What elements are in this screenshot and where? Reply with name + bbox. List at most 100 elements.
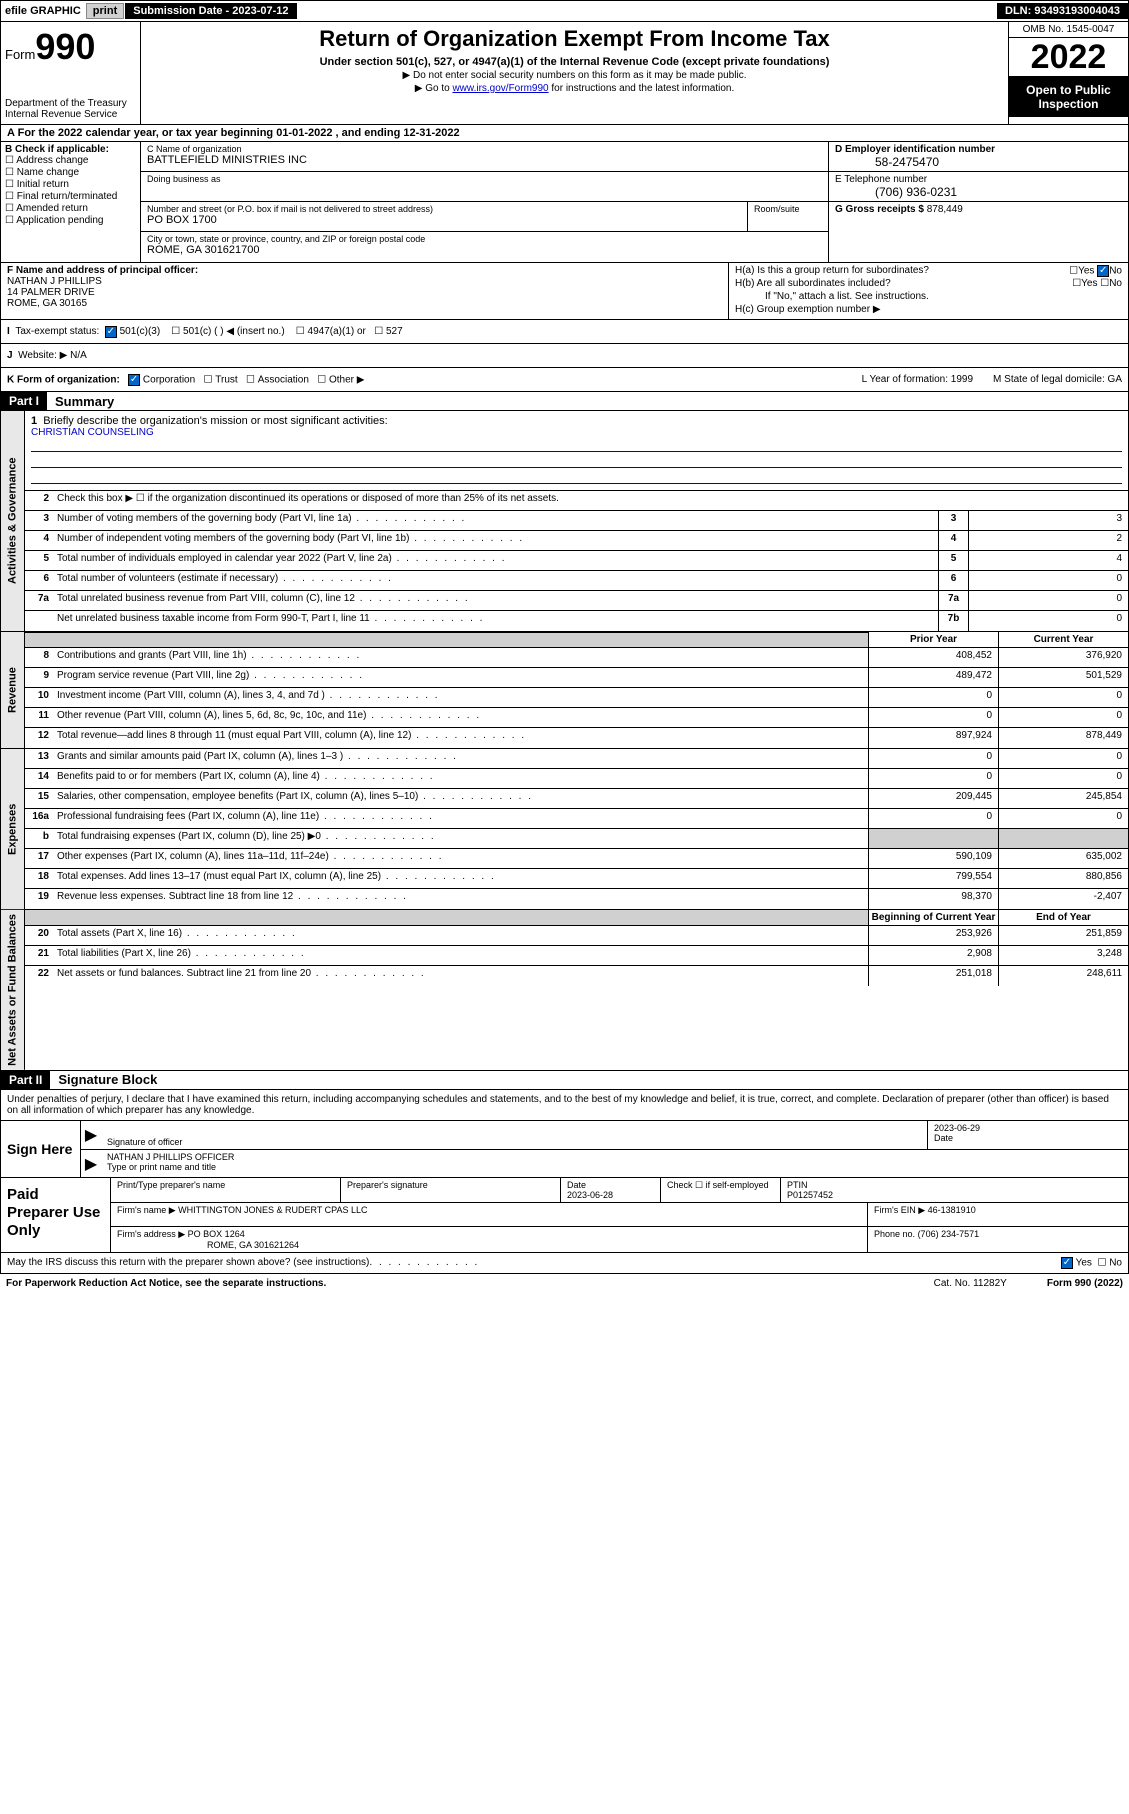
table-row: 18Total expenses. Add lines 13–17 (must … [25,869,1128,889]
chk-501c3[interactable] [105,326,117,338]
row-i: I Tax-exempt status: 501(c)(3) ☐ 501(c) … [0,320,1129,344]
efile-label: efile GRAPHIC [1,5,85,17]
chk-app-pending[interactable]: ☐ Application pending [5,215,136,226]
sign-block: Sign Here ▶ Signature of officer 2023-06… [0,1121,1129,1178]
irs-label: Internal Revenue Service [5,109,136,120]
city-value: ROME, GA 301621700 [147,244,822,256]
chk-initial-return[interactable]: ☐ Initial return [5,179,136,190]
block-b-c-d-e: B Check if applicable: ☐ Address change … [0,142,1129,263]
gross-value: 878,449 [927,204,963,215]
part1-header-row: Part I Summary [0,392,1129,411]
form-org-label: K Form of organization: [7,374,120,385]
form-prefix: Form [5,47,35,62]
tab-expenses: Expenses [1,749,25,909]
print-button[interactable]: print [86,3,124,19]
firm-phone-value: (706) 234-7571 [918,1229,980,1239]
ssn-note: ▶ Do not enter social security numbers o… [149,70,1000,81]
sig-name-value: NATHAN J PHILLIPS OFFICER [107,1152,1122,1162]
col-b-checkboxes: B Check if applicable: ☐ Address change … [1,142,141,262]
omb-number: OMB No. 1545-0047 [1009,22,1128,38]
prep-date-label: Date [567,1180,654,1190]
section-governance: Activities & Governance 1 Briefly descri… [0,411,1129,632]
table-row: 19Revenue less expenses. Subtract line 1… [25,889,1128,909]
tax-status-label: Tax-exempt status: [15,326,99,337]
dba-label: Doing business as [147,174,822,184]
dln-label: DLN: 93493193004043 [997,3,1128,19]
goto-pre: ▶ Go to [415,83,453,94]
table-row: 17Other expenses (Part IX, column (A), l… [25,849,1128,869]
ptin-label: PTIN [787,1180,1122,1190]
line1-label: Briefly describe the organization's miss… [43,415,387,427]
officer-name: NATHAN J PHILLIPS [7,276,722,287]
arrow-icon: ▶ [81,1121,101,1149]
preparer-block: Paid Preparer Use Only Print/Type prepar… [0,1178,1129,1253]
officer-addr2: ROME, GA 30165 [7,298,722,309]
officer-addr1: 14 PALMER DRIVE [7,287,722,298]
line2-label: Check this box ▶ ☐ if the organization d… [53,491,1128,510]
addr-value: PO BOX 1700 [147,214,741,226]
officer-label: F Name and address of principal officer: [7,265,722,276]
org-name-label: C Name of organization [147,144,822,154]
rev-col-headers: Prior Year Current Year [25,632,1128,648]
part2-header-row: Part II Signature Block [0,1071,1129,1090]
discuss-text: May the IRS discuss this return with the… [7,1257,369,1268]
part2-title: Signature Block [50,1072,157,1087]
period-text: For the 2022 calendar year, or tax year … [18,127,460,139]
col-b-label: B Check if applicable: [5,144,136,155]
hdr-prior: Prior Year [868,632,998,647]
table-row: 8Contributions and grants (Part VIII, li… [25,648,1128,668]
irs-link[interactable]: www.irs.gov/Form990 [452,83,548,94]
hdr-end: End of Year [998,910,1128,925]
room-label: Room/suite [748,202,828,231]
sig-officer-label: Signature of officer [107,1137,921,1147]
hb-label: H(b) Are all subordinates included? [735,278,891,289]
table-row: 7aTotal unrelated business revenue from … [25,591,1128,611]
chk-corp[interactable] [128,374,140,386]
hdr-begin: Beginning of Current Year [868,910,998,925]
table-row: 10Investment income (Part VIII, column (… [25,688,1128,708]
table-row: 16aProfessional fundraising fees (Part I… [25,809,1128,829]
prep-date-value: 2023-06-28 [567,1190,654,1200]
goto-note: ▶ Go to www.irs.gov/Form990 for instruct… [149,83,1000,94]
prep-selfemp-label: Check ☐ if self-employed [661,1178,781,1202]
table-row: 15Salaries, other compensation, employee… [25,789,1128,809]
chk-amended[interactable]: ☐ Amended return [5,203,136,214]
discuss-yes-checkbox[interactable] [1061,1257,1073,1269]
tab-net-assets: Net Assets or Fund Balances [1,910,25,1070]
row-a-period: A For the 2022 calendar year, or tax yea… [0,125,1129,142]
ein-label: D Employer identification number [835,144,1122,155]
addr-label: Number and street (or P.O. box if mail i… [147,204,741,214]
tab-revenue: Revenue [1,632,25,748]
chk-address-change[interactable]: ☐ Address change [5,155,136,166]
header-left: Form990 Department of the Treasury Inter… [1,22,141,124]
table-row: Net unrelated business taxable income fr… [25,611,1128,631]
footer-mid: Cat. No. 11282Y [934,1278,1007,1289]
gross-label: G Gross receipts $ [835,204,924,215]
form-subtitle: Under section 501(c), 527, or 4947(a)(1)… [149,56,1000,68]
row-j: J Website: ▶ N/A [0,344,1129,368]
chk-name-change[interactable]: ☐ Name change [5,167,136,178]
chk-final-return[interactable]: ☐ Final return/terminated [5,191,136,202]
table-row: 21Total liabilities (Part X, line 26)2,9… [25,946,1128,966]
hc-label: H(c) Group exemption number ▶ [735,304,1122,315]
col-d-e: D Employer identification number 58-2475… [828,142,1128,262]
dept-label: Department of the Treasury [5,98,136,109]
ha-no-checkbox[interactable] [1097,265,1109,277]
mission-block: 1 Briefly describe the organization's mi… [25,411,1128,491]
col-f-officer: F Name and address of principal officer:… [1,263,728,319]
table-row: 4Number of independent voting members of… [25,531,1128,551]
part1-badge: Part I [1,392,47,410]
org-name: BATTLEFIELD MINISTRIES INC [147,154,822,166]
firm-name-value: WHITTINGTON JONES & RUDERT CPAS LLC [178,1205,367,1215]
prep-name-label: Print/Type preparer's name [117,1180,334,1190]
table-row: 3Number of voting members of the governi… [25,511,1128,531]
table-row: 22Net assets or fund balances. Subtract … [25,966,1128,986]
part2-badge: Part II [1,1071,50,1089]
year-formation: L Year of formation: 1999 [862,374,973,385]
sig-name-label: Type or print name and title [107,1162,1122,1172]
city-label: City or town, state or province, country… [147,234,822,244]
section-net-assets: Net Assets or Fund Balances Beginning of… [0,910,1129,1071]
col-h: H(a) Is this a group return for subordin… [728,263,1128,319]
table-row: 9Program service revenue (Part VIII, lin… [25,668,1128,688]
header-center: Return of Organization Exempt From Incom… [141,22,1008,124]
